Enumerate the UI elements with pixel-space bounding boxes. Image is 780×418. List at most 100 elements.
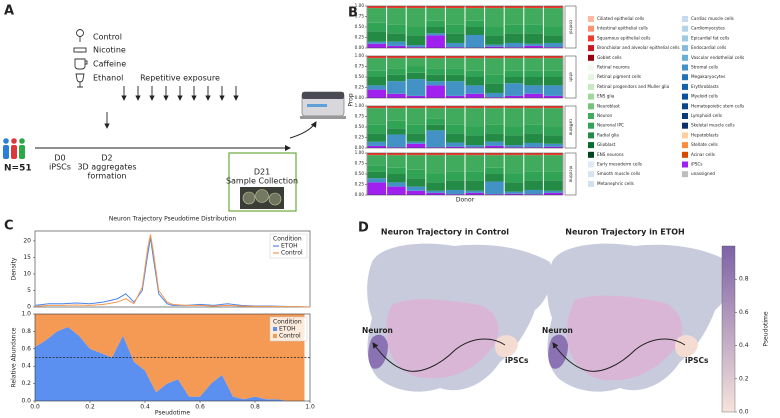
bar-segment (485, 141, 504, 146)
legend-label: Acinar cells (691, 152, 715, 157)
bar-segment (543, 192, 563, 195)
plot-frame (34, 313, 311, 402)
legend-label: Cardiac muscle cells (691, 16, 734, 21)
bar-segment (543, 106, 563, 109)
bar-segment (387, 120, 406, 129)
legend-swatch (682, 142, 688, 149)
bar-segment (485, 153, 504, 156)
bar-segment (504, 24, 524, 34)
legend-swatch (588, 74, 594, 81)
bar-segment (406, 47, 426, 48)
x-tick-label: 0.8 (250, 404, 260, 411)
bar-segment (406, 27, 426, 36)
y-tick-label: 15 (23, 254, 31, 261)
bar-segment (367, 182, 387, 195)
y-tick-label: 0.25 (355, 182, 365, 187)
bar-segment (543, 127, 563, 136)
bar-segment (367, 141, 387, 146)
legend-label: Ciliated epithelial cells (597, 16, 644, 21)
colorbar-tick-label: 0.2 (739, 375, 749, 382)
bar-segment (387, 167, 406, 174)
bar-segment (485, 145, 504, 148)
bar-segment (406, 155, 426, 170)
bar-segment (387, 155, 406, 168)
flow-arrow (289, 121, 317, 139)
bar-segment (445, 106, 465, 109)
bar-segment (426, 58, 445, 69)
bar-segment (485, 194, 504, 195)
bar-segment (543, 70, 563, 77)
legend-swatch (682, 54, 688, 61)
plot-frame (34, 230, 311, 308)
y-tick-label: 0.00 (355, 95, 365, 100)
y-tick-label: 0.25 (355, 35, 365, 40)
x-tick-label: 0.6 (195, 404, 205, 411)
legend-label: Endocardial cells (691, 45, 726, 50)
bar-segment (387, 147, 406, 148)
bar-segment (426, 8, 445, 21)
legend-swatch (588, 93, 594, 100)
umap-annotation: iPSCs (685, 356, 709, 365)
legend-label: Lymphoid cells (691, 113, 722, 118)
y-tick-label: 20 (23, 237, 31, 244)
diagram: Control Nicotine Caffeine Ethanol N=51 R… (3, 29, 346, 212)
bar-segment (524, 6, 543, 9)
colorbar (721, 245, 736, 413)
bar-segment (485, 92, 504, 98)
bar-segment (445, 68, 465, 75)
bar-segment (465, 6, 485, 9)
bar-segment (504, 174, 524, 183)
bar-segment (504, 83, 524, 96)
bar-segment (524, 171, 543, 181)
bar-segment (504, 182, 524, 192)
umap-density (566, 295, 683, 381)
legend-swatch (682, 74, 688, 81)
y-tick-label: 0.4 (21, 363, 31, 370)
bar-segment (426, 85, 445, 98)
legend-label: Neuronal IPC (597, 123, 624, 128)
bar-segment (426, 155, 445, 174)
legend-label: Erythroblasts (691, 84, 719, 89)
legend-label: Cardiomyocytes (691, 26, 725, 31)
bar-segment (485, 46, 504, 48)
bar-segment (367, 153, 387, 156)
legend-title: Condition (273, 236, 302, 243)
legend-label: Vascular endothelial cells (691, 55, 744, 60)
y-tick-label: 0.25 (355, 85, 365, 90)
bar-segment (445, 124, 465, 134)
legend-swatch (682, 16, 688, 22)
x-tick-label: 1.0 (305, 404, 315, 411)
bar-segment (406, 35, 426, 46)
bar-segment (524, 70, 543, 77)
bar-segment (465, 192, 485, 195)
y-tick-label: 0.6 (21, 345, 31, 352)
bar-segment (504, 56, 524, 59)
x-axis-label: Pseudotime (155, 410, 190, 417)
legend-swatch (682, 64, 688, 71)
panel-label: A (4, 4, 14, 19)
bar-segment (367, 108, 387, 125)
bar-segment (367, 77, 387, 86)
bar-segment (485, 133, 504, 142)
bar-segment (406, 124, 426, 134)
bar-segment (406, 143, 426, 148)
bar-segment (504, 155, 524, 174)
bar-segment (445, 142, 465, 147)
bar-segment (524, 194, 543, 195)
bar-segment (465, 147, 485, 148)
legend-swatch (682, 25, 688, 32)
colorbar-tick-label: 0.6 (739, 309, 749, 316)
exposure-label: Repetitive exposure (140, 74, 220, 83)
y-tick-label: 0.50 (355, 124, 365, 129)
bar-segment (524, 124, 543, 134)
y-tick-label: 5 (27, 287, 31, 294)
legend-swatch (588, 142, 594, 149)
bar-segment (406, 95, 426, 98)
bar-segment (445, 42, 465, 48)
legend-label: Control (281, 250, 303, 257)
umap-density (386, 299, 499, 379)
bar-segment (406, 153, 426, 156)
area (35, 327, 305, 401)
legend-swatch (588, 35, 594, 42)
bar-segment (387, 134, 406, 148)
